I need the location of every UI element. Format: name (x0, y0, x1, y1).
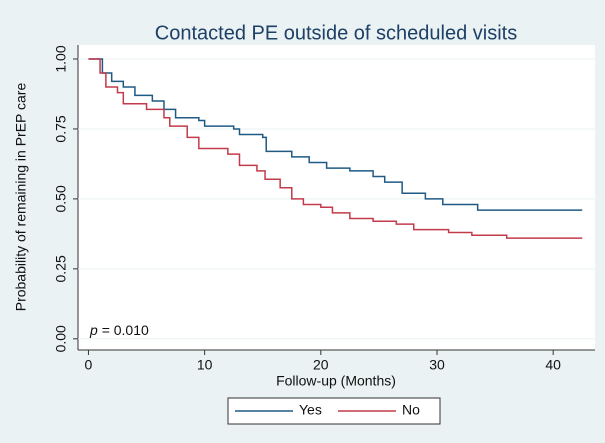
survival-curve (88, 58, 583, 211)
y-tick-label: 0.50 (53, 185, 69, 212)
x-tick-label: 10 (197, 357, 213, 373)
plot-area (78, 45, 595, 350)
annotation-text: = 0.010 (102, 322, 149, 338)
y-axis-title: Probability of remaining in PrEP care (13, 83, 29, 312)
x-tick-label: 0 (85, 357, 93, 373)
y-tick-label: 0.75 (53, 115, 69, 142)
x-tick-label: 40 (545, 357, 561, 373)
y-tick-label: 1.00 (53, 45, 69, 72)
legend-label: Yes (299, 402, 322, 418)
annotation: p = 0.010 (89, 322, 149, 338)
survival-curve (88, 58, 583, 239)
y-tick-label: 0.25 (53, 255, 69, 282)
y-tick-label: 0.00 (53, 325, 69, 352)
x-tick-label: 30 (429, 357, 445, 373)
x-axis-title: Follow-up (Months) (276, 373, 396, 389)
annotation-italic: p (89, 322, 98, 338)
x-tick-label: 20 (313, 357, 329, 373)
chart-title: Contacted PE outside of scheduled visits (155, 22, 517, 44)
legend-label: No (402, 402, 420, 418)
